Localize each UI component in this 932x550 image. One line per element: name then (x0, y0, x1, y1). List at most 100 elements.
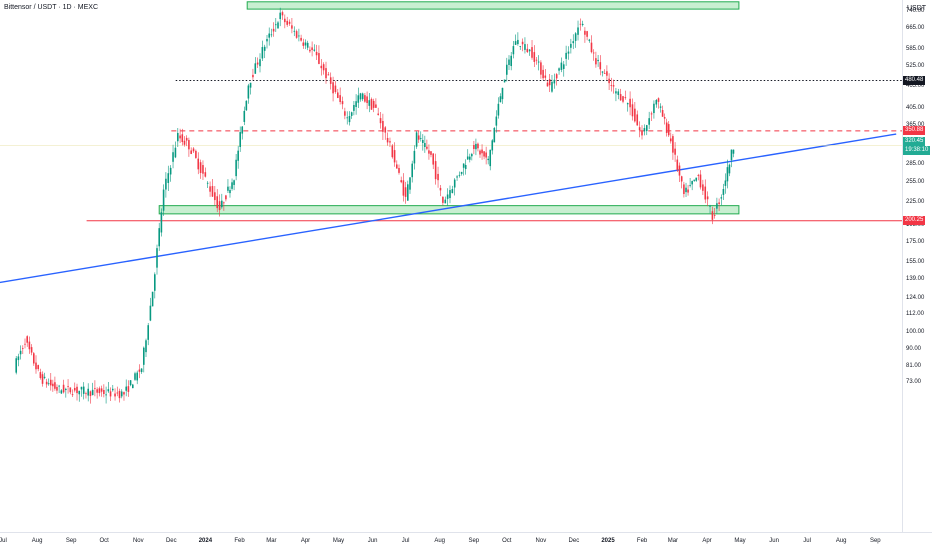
y-tick-label: 124.00 (906, 294, 925, 301)
candle-body (256, 62, 259, 65)
candle-body (154, 274, 156, 291)
candle-body (553, 79, 556, 84)
candle-body (570, 43, 572, 48)
candle-body (606, 71, 608, 76)
x-tick-label: Apr (702, 538, 712, 544)
candle-body (216, 196, 219, 209)
candle-body (33, 353, 35, 364)
candle-body (393, 150, 396, 163)
candle-body (495, 116, 498, 126)
candle-body (402, 180, 405, 196)
candle-body (58, 385, 60, 387)
candle-body (560, 62, 563, 70)
candle-body (464, 164, 467, 170)
candle-body (404, 187, 407, 197)
x-tick-label: Aug (31, 538, 43, 544)
candle-body (17, 356, 20, 361)
candle-body (149, 305, 152, 321)
candle-body (678, 165, 681, 176)
candle-body (344, 111, 346, 116)
x-tick-label: Dec (568, 538, 580, 544)
candle-body (687, 189, 689, 193)
candle-body (313, 49, 316, 51)
candle-body (364, 95, 366, 102)
candle-body (136, 372, 138, 381)
zone-resistance (246, 1, 740, 10)
candle-body (528, 49, 531, 52)
candle-body (332, 82, 334, 94)
candle-body (275, 24, 277, 26)
candle-body (30, 347, 33, 353)
candle-body (288, 21, 291, 24)
y-tick-label: 225.00 (906, 199, 925, 206)
candle-body (631, 104, 634, 117)
candle-body (78, 390, 81, 395)
candle-body (508, 59, 510, 65)
quote-currency[interactable]: USDT (907, 5, 927, 12)
candle-body (499, 96, 502, 103)
x-tick-label: 2025 (601, 538, 615, 544)
candle-body (261, 47, 264, 59)
candle-body (650, 113, 653, 115)
candle-body (315, 51, 318, 56)
candle-body (249, 82, 252, 88)
candle-body (720, 197, 723, 199)
candle-body (350, 112, 353, 116)
candle-body (519, 46, 522, 48)
candle-body (579, 23, 582, 25)
y-tick-label: 90.00 (906, 345, 922, 352)
candle-body (370, 98, 373, 110)
candle-body (56, 386, 58, 391)
y-tick-label: 525.00 (906, 63, 925, 70)
candle-body (252, 74, 254, 78)
x-tick-label: Aug (835, 538, 847, 544)
candle-body (697, 175, 700, 176)
price-chart[interactable] (0, 0, 902, 532)
candle-body (284, 18, 286, 23)
candle-body (695, 177, 698, 181)
candle-body (636, 114, 639, 126)
candle-body (190, 150, 192, 154)
x-tick-label: 2024 (198, 538, 213, 544)
candle-body (446, 194, 449, 199)
candle-body (728, 164, 731, 174)
candle-body (389, 141, 391, 143)
candle-body (202, 165, 204, 174)
candle-body (272, 28, 275, 32)
candle-body (542, 69, 544, 79)
candle-body (444, 199, 447, 204)
candle-body (485, 152, 487, 158)
candle-body (82, 386, 85, 394)
candle-body (624, 97, 627, 99)
candle-body (192, 148, 195, 152)
candle-body (241, 126, 244, 134)
candle-body (120, 391, 123, 397)
x-tick-label: Oct (99, 538, 109, 544)
y-tick-label: 175.00 (906, 239, 925, 246)
candle-body (451, 189, 454, 194)
candle-body (512, 46, 515, 55)
price-axis-separator (902, 0, 903, 532)
candle-body (22, 348, 24, 350)
candle-body (197, 158, 200, 170)
candle-body (341, 101, 344, 105)
last-price-tag: 320.45 (903, 136, 926, 146)
candle-body (239, 132, 242, 148)
y-tick-label: 665.00 (906, 25, 925, 32)
candle-body (424, 142, 426, 148)
candle-body (672, 136, 674, 153)
candle-body (659, 106, 662, 108)
candle-body (174, 147, 177, 158)
candle-body (28, 341, 31, 350)
y-tick-label: 405.00 (906, 104, 925, 111)
candle-body (456, 176, 458, 178)
candle-body (462, 163, 465, 168)
candle-body (151, 291, 154, 307)
candle-body (286, 20, 288, 25)
candle-body (626, 103, 629, 105)
candle-body (218, 201, 221, 211)
x-tick-label: Oct (502, 538, 512, 544)
candle-body (167, 173, 170, 183)
candle-body (524, 44, 526, 50)
